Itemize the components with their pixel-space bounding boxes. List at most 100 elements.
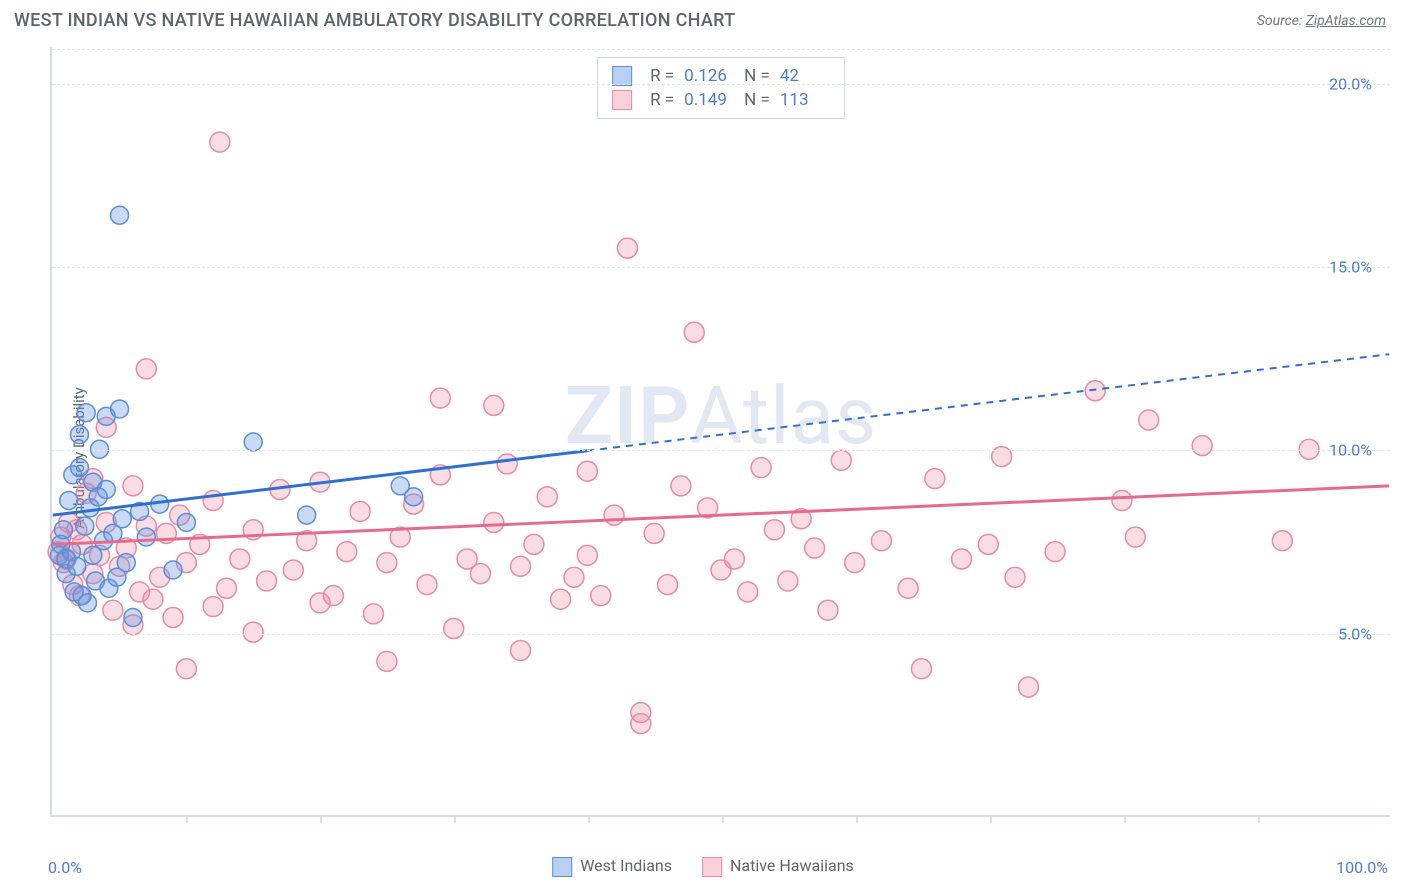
data-point <box>111 206 129 224</box>
data-point <box>524 534 544 554</box>
data-point <box>76 517 94 535</box>
data-point <box>244 433 262 451</box>
data-point <box>1272 531 1292 551</box>
data-point <box>511 556 531 576</box>
data-point <box>164 561 182 579</box>
data-point <box>298 506 316 524</box>
data-point <box>103 600 123 620</box>
chart-source: Source: ZipAtlas.com <box>1257 13 1386 29</box>
legend-item: Native Hawaiians <box>702 856 854 877</box>
y-tick-label: 20.0% <box>1329 74 1372 93</box>
data-point <box>871 531 891 551</box>
data-point <box>123 476 143 496</box>
data-point <box>644 523 664 543</box>
data-point <box>778 571 798 591</box>
data-point <box>377 651 397 671</box>
data-point <box>337 542 357 562</box>
data-point <box>230 549 250 569</box>
y-tick-label: 15.0% <box>1329 258 1372 277</box>
data-point <box>831 450 851 470</box>
data-point <box>470 564 490 584</box>
data-point <box>1112 491 1132 511</box>
y-tick-label: 5.0% <box>1338 624 1372 643</box>
trend-line-dashed <box>587 354 1389 451</box>
gridline-h <box>52 49 1390 50</box>
data-point <box>484 512 504 532</box>
data-point <box>684 322 704 342</box>
y-tick-label: 10.0% <box>1329 441 1372 460</box>
data-point <box>818 600 838 620</box>
x-tick <box>454 815 456 823</box>
data-point <box>143 589 163 609</box>
legend-swatch <box>702 857 722 877</box>
data-point <box>350 501 370 521</box>
legend-swatch <box>552 857 572 877</box>
stats-row: R =0.149N =113 <box>612 88 830 112</box>
data-point <box>912 659 932 679</box>
legend-label: Native Hawaiians <box>730 856 854 875</box>
data-point <box>111 400 129 418</box>
x-tick <box>722 815 724 823</box>
data-point <box>77 404 95 422</box>
chart-header: WEST INDIAN VS NATIVE HAWAIIAN AMBULATOR… <box>0 0 1406 37</box>
data-point <box>978 534 998 554</box>
x-min-label: 0.0% <box>48 858 82 877</box>
stats-n-label: N = <box>744 90 770 110</box>
data-point <box>564 567 584 587</box>
series-legend: West Indians Native Hawaiians <box>552 856 854 877</box>
data-point <box>925 469 945 489</box>
data-point <box>845 553 865 573</box>
data-point <box>257 571 277 591</box>
data-point <box>444 619 464 639</box>
source-link[interactable]: ZipAtlas.com <box>1306 13 1386 29</box>
data-point <box>217 578 237 598</box>
data-point <box>177 513 195 531</box>
x-tick <box>990 815 992 823</box>
plot-region: ZIPAtlas R =0.126N =42R =0.149N =113 5.0… <box>50 47 1390 817</box>
data-point <box>405 488 423 506</box>
x-tick <box>1258 815 1260 823</box>
stats-r-value: 0.149 <box>684 90 734 110</box>
x-max-label: 100.0% <box>1336 858 1388 877</box>
data-point <box>484 395 504 415</box>
data-point <box>577 545 597 565</box>
data-point <box>1192 436 1212 456</box>
data-point <box>1045 542 1065 562</box>
data-point <box>1299 439 1319 459</box>
data-point <box>551 589 571 609</box>
data-point <box>751 458 771 478</box>
data-point <box>113 510 131 528</box>
data-point <box>323 586 343 606</box>
chart-area: Ambulatory Disability ZIPAtlas R =0.126N… <box>0 37 1406 879</box>
source-prefix: Source: <box>1257 13 1306 29</box>
chart-title: WEST INDIAN VS NATIVE HAWAIIAN AMBULATOR… <box>14 10 735 31</box>
data-point <box>898 578 918 598</box>
gridline-h <box>52 450 1390 451</box>
legend-label: West Indians <box>580 856 672 875</box>
data-point <box>617 238 637 258</box>
data-point <box>283 560 303 580</box>
plot-svg <box>52 47 1390 815</box>
data-point <box>176 659 196 679</box>
data-point <box>430 388 450 408</box>
data-point <box>658 575 678 595</box>
data-point <box>738 582 758 602</box>
data-point <box>124 609 142 627</box>
data-point <box>417 575 437 595</box>
gridline-h <box>52 634 1390 635</box>
data-point <box>671 476 691 496</box>
data-point <box>210 132 230 152</box>
data-point <box>1005 567 1025 587</box>
data-point <box>631 714 651 734</box>
x-tick <box>856 815 858 823</box>
legend-item: West Indians <box>552 856 672 877</box>
data-point <box>70 459 88 477</box>
data-point <box>591 586 611 606</box>
data-point <box>79 594 97 612</box>
data-point <box>764 520 784 540</box>
data-point <box>604 505 624 525</box>
data-point <box>91 440 109 458</box>
data-point <box>163 608 183 628</box>
x-tick <box>588 815 590 823</box>
data-point <box>70 426 88 444</box>
